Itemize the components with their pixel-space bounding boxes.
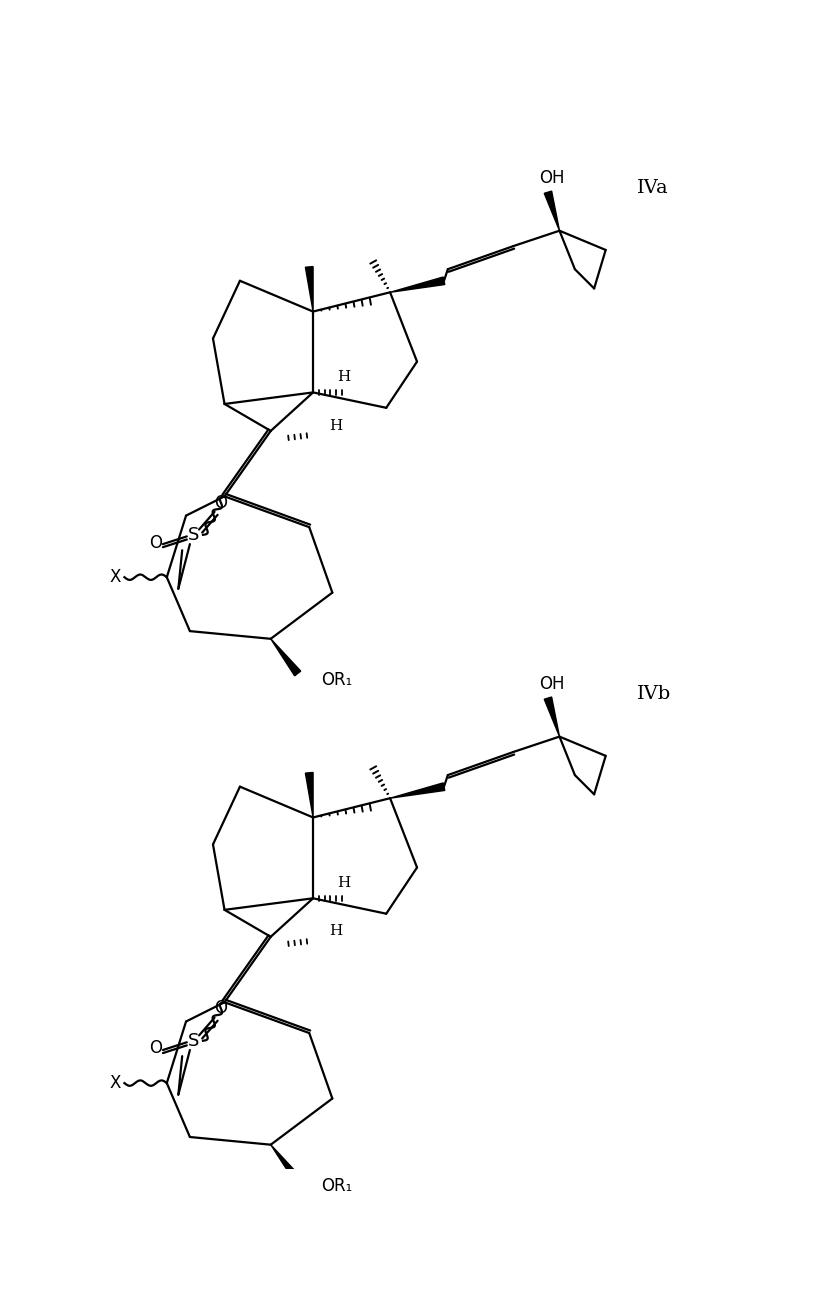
Polygon shape xyxy=(305,267,313,311)
Text: IVa: IVa xyxy=(637,179,668,197)
Text: O: O xyxy=(214,494,227,512)
Polygon shape xyxy=(271,1145,301,1182)
Text: OH: OH xyxy=(539,675,564,693)
Text: H: H xyxy=(337,876,351,890)
Text: OR₁: OR₁ xyxy=(321,671,352,688)
Text: IVb: IVb xyxy=(637,685,671,702)
Polygon shape xyxy=(544,192,559,231)
Text: O: O xyxy=(214,999,227,1018)
Text: OR₁: OR₁ xyxy=(321,1176,352,1195)
Polygon shape xyxy=(390,783,445,798)
Text: X: X xyxy=(110,569,121,586)
Text: X: X xyxy=(110,1074,121,1092)
Text: H: H xyxy=(337,370,351,383)
Text: OH: OH xyxy=(539,169,564,188)
Polygon shape xyxy=(271,639,301,676)
Polygon shape xyxy=(305,772,313,818)
Text: S: S xyxy=(188,1032,200,1050)
Text: O: O xyxy=(148,1040,162,1057)
Polygon shape xyxy=(544,697,559,737)
Text: H: H xyxy=(329,924,343,939)
Text: S: S xyxy=(188,527,200,544)
Text: O: O xyxy=(148,533,162,551)
Polygon shape xyxy=(390,277,445,293)
Text: H: H xyxy=(329,419,343,432)
